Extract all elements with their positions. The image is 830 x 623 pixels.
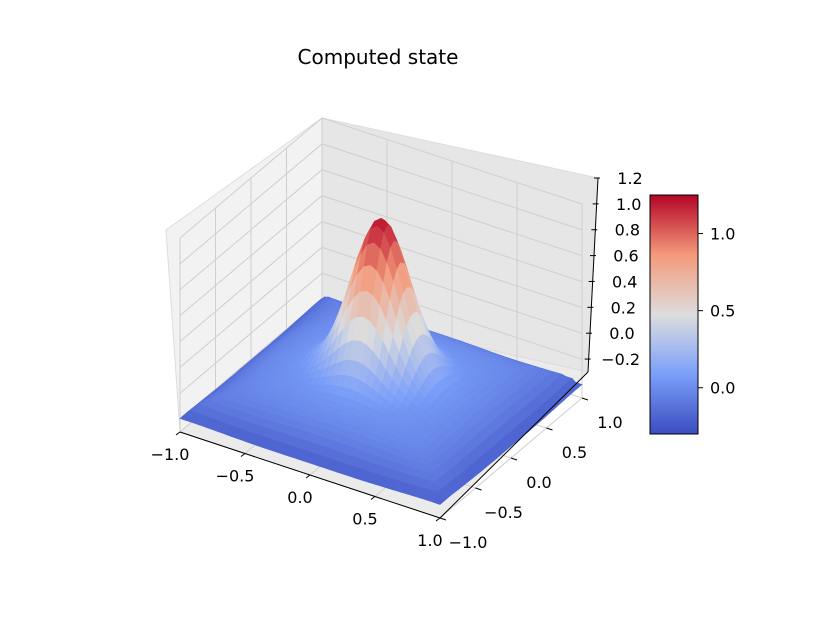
z-ticks: −0.2 0.0 0.2 0.4 0.6 0.8 1.0 1.2 (584, 169, 643, 369)
x-tick-label: −1.0 (151, 445, 190, 464)
x-tick-mark (435, 517, 441, 522)
z-tick-label: 0.6 (613, 247, 638, 266)
z-tick-label: 1.2 (617, 169, 642, 188)
z-tick-label: −0.2 (601, 350, 640, 369)
z-tick-label: 1.0 (616, 195, 641, 214)
grid-line (179, 272, 583, 394)
colorbar-tick-label: 0.5 (710, 302, 735, 321)
z-tick-label: 0.8 (615, 221, 640, 240)
colorbar-gradient (649, 194, 699, 435)
y-ticks: −1.0 −0.50.0 0.5 1.0 (439, 397, 623, 552)
grid-line (179, 169, 583, 291)
surface-plot (179, 217, 583, 505)
colorbar-ticks: 0.0 0.5 1.0 (698, 225, 735, 398)
x-tick-label: −0.5 (216, 467, 255, 486)
y-tick-label: 0.5 (562, 443, 587, 462)
y-tick-label: 0.0 (526, 473, 551, 492)
colorbar: 0.0 0.5 1.0 (649, 194, 735, 435)
x-ticks: −1.0 −0.5 0.0 0.5 1.0 (151, 431, 443, 550)
surface-facet (433, 491, 445, 505)
y-tick-mark (510, 457, 518, 461)
grid-line (179, 143, 583, 265)
axes-3d: −1.0−0.50.00.51.0 −1.0−0.50.00.51.0 −0.2… (151, 117, 643, 552)
y-tick-label: −0.5 (484, 503, 523, 522)
x-tick-mark (370, 496, 376, 500)
grid-line (179, 117, 583, 239)
colorbar-tick-label: 1.0 (710, 225, 735, 244)
z-tick-label: 0.2 (611, 298, 636, 317)
y-tick-mark (581, 397, 589, 401)
x-tick-mark (240, 453, 246, 457)
z-tick-label: 0.4 (612, 272, 637, 291)
x-tick-mark (175, 431, 181, 436)
colorbar-tick-label: 0.0 (710, 379, 735, 398)
z-axis-line (587, 177, 599, 373)
y-tick-label: 1.0 (597, 413, 622, 432)
z-tick-label: 0.0 (609, 324, 634, 343)
y-axis-line (439, 371, 589, 519)
x-tick-label: 0.5 (352, 510, 377, 529)
x-tick-label: 1.0 (417, 531, 442, 550)
y-tick-mark (475, 487, 482, 491)
y-tick-mark (546, 427, 553, 431)
y-tick-label: −1.0 (449, 533, 488, 552)
grid-line (179, 246, 583, 368)
y-tick-mark (439, 517, 447, 521)
x-tick-label: 0.0 (287, 488, 312, 507)
grid-line (179, 195, 583, 316)
grid-line (179, 220, 583, 342)
x-tick-mark (305, 474, 311, 479)
chart-title: Computed state (298, 45, 459, 69)
